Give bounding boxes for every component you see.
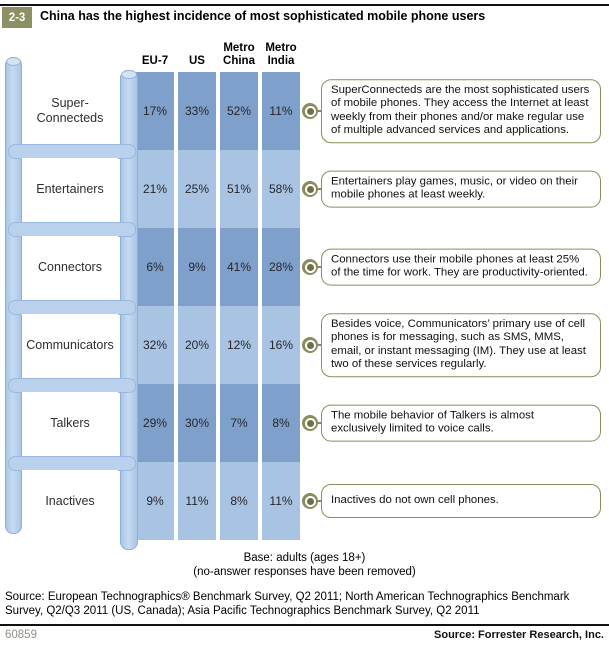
connector-dot-icon bbox=[302, 181, 318, 197]
value-cell: 51% bbox=[220, 150, 258, 228]
segment-label-super-connecteds: Super- Connecteds bbox=[22, 80, 118, 142]
value-cell: 11% bbox=[262, 72, 300, 150]
ladder-left-rail bbox=[5, 57, 22, 534]
ladder-rung bbox=[8, 378, 136, 393]
value-cell: 29% bbox=[136, 384, 174, 462]
description-communicators: Besides voice, Communicators’ primary us… bbox=[321, 313, 601, 377]
ladder-rung bbox=[8, 144, 136, 159]
value-cell: 16% bbox=[262, 306, 300, 384]
value-cell: 11% bbox=[262, 462, 300, 540]
value-cell: 33% bbox=[178, 72, 216, 150]
figure-title: China has the highest incidence of most … bbox=[40, 9, 486, 23]
value-cell: 7% bbox=[220, 384, 258, 462]
source-paragraph: Source: European Technographics® Benchma… bbox=[5, 591, 570, 617]
connector-line bbox=[316, 344, 322, 346]
description-inactives: Inactives do not own cell phones. bbox=[321, 484, 601, 518]
description-super-connecteds: SuperConnecteds are the most sophisticat… bbox=[321, 79, 601, 143]
column-header-eu7: EU-7 bbox=[141, 55, 169, 67]
value-cell: 8% bbox=[220, 462, 258, 540]
value-cell: 8% bbox=[262, 384, 300, 462]
top-divider bbox=[0, 4, 609, 6]
connector-dot-icon bbox=[302, 103, 318, 119]
ladder-rung bbox=[8, 300, 136, 315]
bottom-divider bbox=[0, 624, 609, 626]
segment-label-communicators: Communicators bbox=[22, 314, 118, 376]
figure-number-badge: 2-3 bbox=[2, 7, 32, 28]
connector-line bbox=[316, 110, 322, 112]
ladder-rung bbox=[8, 222, 136, 237]
value-cell: 41% bbox=[220, 228, 258, 306]
value-cell: 30% bbox=[178, 384, 216, 462]
segment-label-inactives: Inactives bbox=[22, 470, 118, 532]
column-header-us: US bbox=[189, 55, 205, 67]
value-cell: 21% bbox=[136, 150, 174, 228]
ladder-rung bbox=[8, 456, 136, 471]
value-cell: 12% bbox=[220, 306, 258, 384]
value-cell: 9% bbox=[136, 462, 174, 540]
description-entertainers: Entertainers play games, music, or video… bbox=[321, 170, 601, 208]
value-cell: 20% bbox=[178, 306, 216, 384]
value-cell: 28% bbox=[262, 228, 300, 306]
value-cell: 25% bbox=[178, 150, 216, 228]
source-attribution: Source: Forrester Research, Inc. bbox=[434, 629, 604, 641]
description-talkers: The mobile behavior of Talkers is almost… bbox=[321, 404, 601, 442]
base-note-line2: (no-answer responses have been removed) bbox=[193, 565, 416, 578]
document-number: 60859 bbox=[5, 629, 37, 641]
connector-dot-icon bbox=[302, 415, 318, 431]
base-note-line1: Base: adults (ages 18+) bbox=[243, 552, 366, 564]
value-cell: 6% bbox=[136, 228, 174, 306]
base-note: Base: adults (ages 18+) (no-answer respo… bbox=[0, 552, 609, 579]
connector-dot-icon bbox=[302, 259, 318, 275]
connector-line bbox=[316, 266, 322, 268]
value-cell: 58% bbox=[262, 150, 300, 228]
value-cell: 9% bbox=[178, 228, 216, 306]
connector-line bbox=[316, 422, 322, 424]
segment-label-connectors: Connectors bbox=[22, 236, 118, 298]
description-connectors: Connectors use their mobile phones at le… bbox=[321, 248, 601, 286]
value-cell: 52% bbox=[220, 72, 258, 150]
connector-line bbox=[316, 500, 322, 502]
connector-dot-icon bbox=[302, 337, 318, 353]
segment-label-talkers: Talkers bbox=[22, 392, 118, 454]
column-header-metro-india: Metro India bbox=[265, 42, 297, 67]
column-header-metro-china: Metro China bbox=[223, 42, 255, 67]
value-cell: 17% bbox=[136, 72, 174, 150]
data-grid: 17% 33% 52% 11% 21% 25% 51% 58% 6% 9% 41… bbox=[136, 72, 300, 540]
connector-line bbox=[316, 188, 322, 190]
value-cell: 11% bbox=[178, 462, 216, 540]
connector-dot-icon bbox=[302, 493, 318, 509]
value-cell: 32% bbox=[136, 306, 174, 384]
segment-label-entertainers: Entertainers bbox=[22, 158, 118, 220]
